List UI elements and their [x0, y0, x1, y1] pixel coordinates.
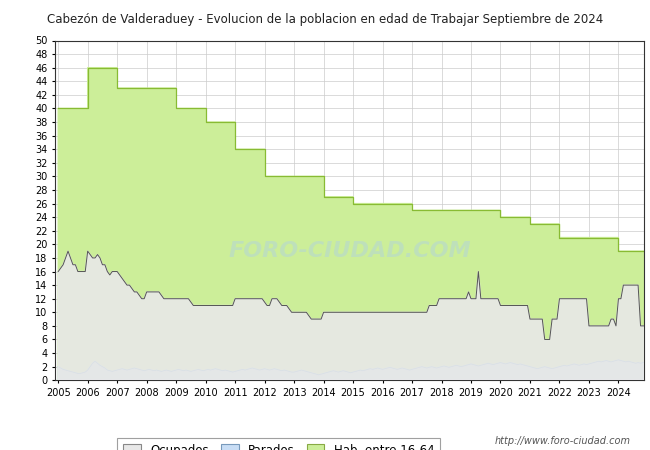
- Text: Cabezón de Valderaduey - Evolucion de la poblacion en edad de Trabajar Septiembr: Cabezón de Valderaduey - Evolucion de la…: [47, 13, 603, 26]
- Text: FORO-CIUDAD.COM: FORO-CIUDAD.COM: [228, 241, 471, 261]
- Text: http://www.foro-ciudad.com: http://www.foro-ciudad.com: [495, 436, 630, 446]
- Legend: Ocupados, Parados, Hab. entre 16-64: Ocupados, Parados, Hab. entre 16-64: [118, 438, 440, 450]
